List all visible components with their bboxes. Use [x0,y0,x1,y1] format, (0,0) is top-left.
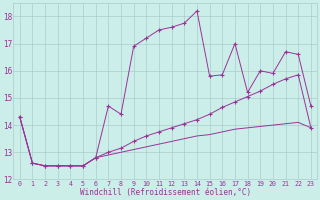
X-axis label: Windchill (Refroidissement éolien,°C): Windchill (Refroidissement éolien,°C) [80,188,251,197]
